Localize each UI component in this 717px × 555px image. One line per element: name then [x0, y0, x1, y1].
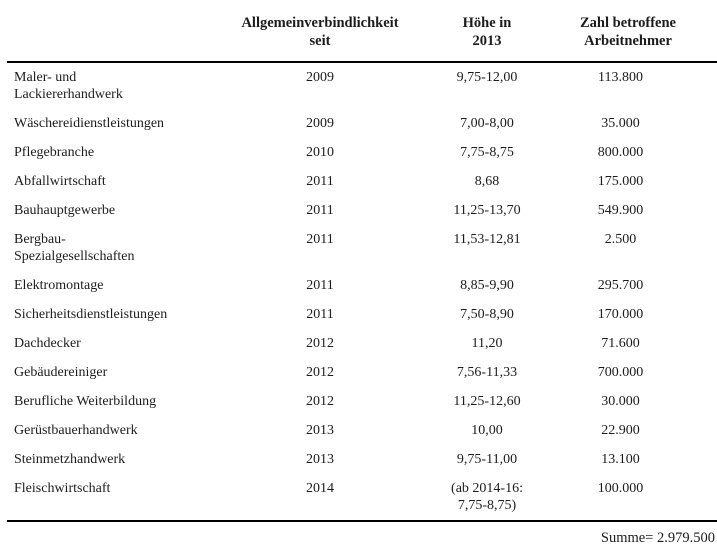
cell-branche: Berufliche Weiterbildung [14, 394, 157, 409]
allgemeinverbindlichkeit-table: Allgemeinverbindlichkeit seit Höhe in 20… [7, 8, 717, 553]
cell-seit: 2011 [306, 307, 334, 322]
cell-branche: Wäschereidienstleistungen [14, 116, 165, 131]
cell-branche: Abfallwirtschaft [14, 174, 106, 189]
cell-zahl: 2.500 [604, 232, 637, 247]
footer-row: Summe= 2.979.500 [7, 521, 717, 553]
cell-seit: 2014 [306, 481, 334, 496]
table-row: Bauhauptgewerbe 2011 11,25-13,70 549.900 [7, 196, 717, 225]
cell-branche: Pflegebranche [14, 145, 95, 160]
cell-hoehe: 9,75-11,00 [456, 452, 518, 467]
table-row: Elektromontage 2011 8,85-9,90 295.700 [7, 271, 717, 300]
cell-branche: Dachdecker [14, 336, 81, 351]
table-row: Pflegebranche 2010 7,75-8,75 800.000 [7, 138, 717, 167]
cell-branche: Bauhauptgewerbe [14, 203, 116, 218]
cell-zahl: 549.900 [597, 203, 644, 218]
table-row: Fleischwirtschaft 2014 (ab 2014-16: 7,75… [7, 474, 717, 521]
cell-hoehe: 11,25-13,70 [453, 203, 521, 218]
cell-seit: 2009 [306, 70, 334, 85]
cell-seit: 2012 [306, 336, 334, 351]
cell-zahl: 800.000 [597, 145, 644, 160]
cell-zahl: 700.000 [597, 365, 644, 380]
cell-branche: Elektromontage [14, 278, 104, 293]
col-header-branche [7, 8, 239, 62]
cell-zahl: 35.000 [601, 116, 640, 131]
cell-hoehe: 7,56-11,33 [456, 365, 518, 380]
cell-seit: 2009 [306, 116, 334, 131]
cell-zahl: 13.100 [601, 452, 640, 467]
sum-total: Summe= 2.979.500 [600, 530, 715, 546]
cell-seit: 2011 [306, 278, 334, 293]
cell-branche: Gebäudereiniger [14, 365, 108, 380]
table-row: Gerüstbauerhandwerk 2013 10,00 22.900 [7, 416, 717, 445]
cell-zahl: 22.900 [601, 423, 640, 438]
cell-hoehe: 7,00-8,00 [460, 116, 514, 131]
cell-hoehe: (ab 2014-16: 7,75-8,75) [451, 481, 523, 513]
col-header-seit: Allgemeinverbindlichkeit seit [241, 15, 399, 49]
cell-branche: Steinmetzhandwerk [14, 452, 126, 467]
table-row: Maler- und Lackiererhandwerk 2009 9,75-1… [7, 62, 717, 109]
cell-hoehe: 11,20 [471, 336, 503, 351]
cell-seit: 2012 [306, 365, 334, 380]
col-header-zahl: Zahl betroffene Arbeitnehmer [580, 15, 676, 49]
cell-hoehe: 11,53-12,81 [453, 232, 521, 247]
cell-seit: 2012 [306, 394, 334, 409]
cell-seit: 2011 [306, 174, 334, 189]
cell-hoehe: 7,75-8,75 [460, 145, 514, 160]
cell-branche: Fleischwirtschaft [14, 481, 111, 496]
cell-branche: Maler- und Lackiererhandwerk [14, 70, 123, 102]
cell-zahl: 30.000 [601, 394, 640, 409]
header-row: Allgemeinverbindlichkeit seit Höhe in 20… [7, 8, 717, 62]
table-row: Sicherheitsdienstleistungen 2011 7,50-8,… [7, 300, 717, 329]
col-header-hoehe: Höhe in 2013 [462, 15, 512, 49]
cell-seit: 2011 [306, 203, 334, 218]
table-body: Maler- und Lackiererhandwerk 2009 9,75-1… [7, 62, 717, 521]
cell-zahl: 170.000 [597, 307, 644, 322]
cell-seit: 2013 [306, 423, 334, 438]
cell-zahl: 175.000 [597, 174, 644, 189]
table-row: Berufliche Weiterbildung 2012 11,25-12,6… [7, 387, 717, 416]
cell-hoehe: 9,75-12,00 [456, 70, 518, 85]
cell-zahl: 100.000 [597, 481, 644, 496]
cell-hoehe: 11,25-12,60 [453, 394, 521, 409]
table-footer: Summe= 2.979.500 [7, 521, 717, 553]
cell-zahl: 71.600 [601, 336, 640, 351]
table-row: Bergbau- Spezialgesellschaften 2011 11,5… [7, 225, 717, 271]
table-row: Dachdecker 2012 11,20 71.600 [7, 329, 717, 358]
cell-hoehe: 8,68 [474, 174, 500, 189]
table-row: Wäschereidienstleistungen 2009 7,00-8,00… [7, 109, 717, 138]
table-row: Abfallwirtschaft 2011 8,68 175.000 [7, 167, 717, 196]
cell-seit: 2010 [306, 145, 334, 160]
cell-branche: Gerüstbauerhandwerk [14, 423, 138, 438]
cell-branche: Sicherheitsdienstleistungen [14, 307, 168, 322]
cell-hoehe: 10,00 [471, 423, 503, 438]
table-header: Allgemeinverbindlichkeit seit Höhe in 20… [7, 8, 717, 62]
cell-hoehe: 8,85-9,90 [460, 278, 514, 293]
table-row: Gebäudereiniger 2012 7,56-11,33 700.000 [7, 358, 717, 387]
cell-zahl: 295.700 [597, 278, 644, 293]
table-row: Steinmetzhandwerk 2013 9,75-11,00 13.100 [7, 445, 717, 474]
cell-branche: Bergbau- Spezialgesellschaften [14, 232, 135, 264]
cell-zahl: 113.800 [598, 70, 643, 85]
cell-seit: 2013 [306, 452, 334, 467]
cell-hoehe: 7,50-8,90 [460, 307, 514, 322]
cell-seit: 2011 [306, 232, 334, 247]
